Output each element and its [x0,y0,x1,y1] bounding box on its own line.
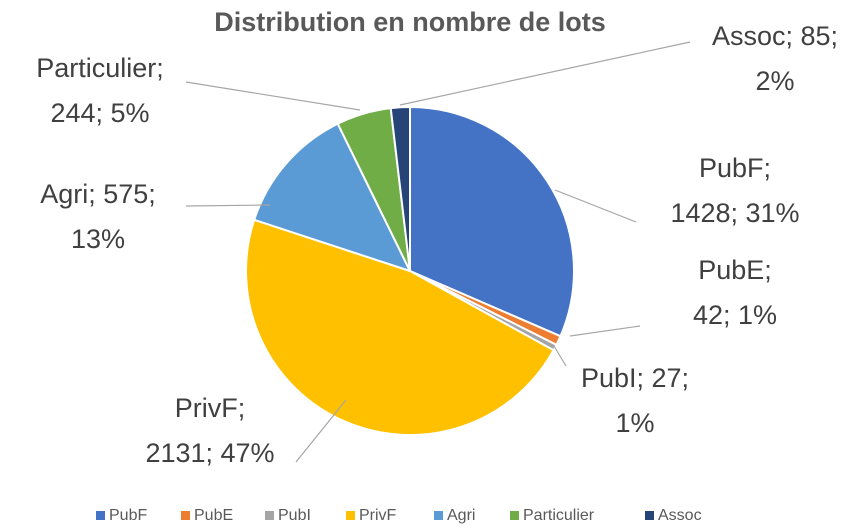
legend-swatch [434,511,443,520]
data-label: PubE; [698,255,772,285]
legend-swatch [510,511,519,520]
data-label: 2131; 47% [145,438,274,468]
data-label: PrivF; [175,393,246,423]
legend-label: Particulier [523,507,595,524]
chart-title: Distribution en nombre de lots [214,7,606,37]
legend-label: Assoc [658,507,702,524]
data-label: PubI; 27; [581,363,689,393]
legend-swatch [645,511,654,520]
data-label: 42; 1% [693,300,777,330]
data-label: Particulier; [36,53,164,83]
pie-slice [389,105,411,272]
leader-line [399,41,691,106]
legend-swatch [346,511,355,520]
legend-swatch [181,511,190,520]
leader-line [553,345,567,367]
leader-line [185,204,271,207]
data-label: 244; 5% [50,98,149,128]
legend-label: Agri [447,507,475,524]
pie-slice [252,122,412,273]
leader-line [569,325,641,337]
leader-line [295,399,347,463]
legend-label: PubI [278,507,311,524]
legend-swatch [265,511,274,520]
legend-label: PrivF [359,507,397,524]
data-label: 1% [615,408,654,438]
legend-swatch [96,511,105,520]
data-label: PubF; [699,153,771,183]
leader-line [185,81,361,111]
data-label: 13% [71,224,125,254]
legend-label: PubE [194,507,233,524]
data-label: 1428; 31% [670,198,799,228]
data-label: Agri; 575; [40,179,156,209]
legend-label: PubF [109,507,147,524]
pie-slice [409,105,575,338]
data-label: 2% [755,66,794,96]
pie-slice [245,218,555,436]
data-label: Assoc; 85; [712,21,838,51]
leader-line [554,189,637,223]
